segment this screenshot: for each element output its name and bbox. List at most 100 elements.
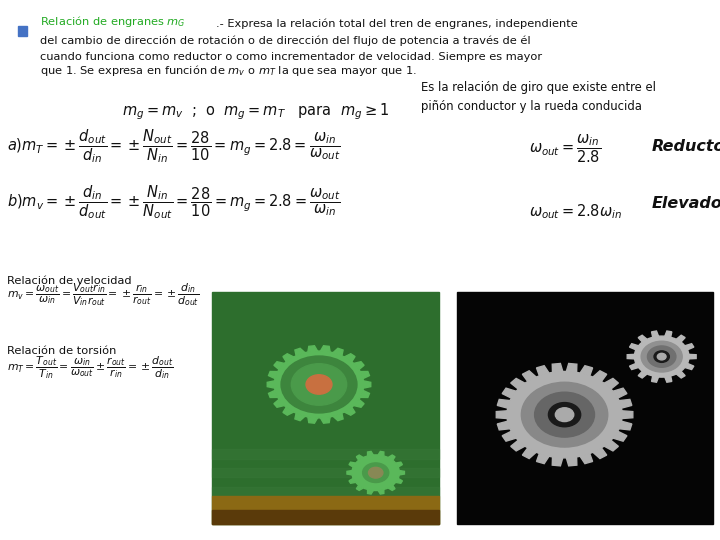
Polygon shape — [523, 448, 536, 458]
Polygon shape — [638, 335, 647, 342]
Text: que 1. Se expresa en función de $m_v$ o $m_T$ la que sea mayor que 1.: que 1. Se expresa en función de $m_v$ o … — [40, 63, 416, 78]
Bar — [457, 292, 713, 524]
Text: $b)m_v = \pm\dfrac{d_{in}}{d_{out}} = \pm\dfrac{N_{in}}{N_{out}} = \dfrac{28}{10: $b)m_v = \pm\dfrac{d_{in}}{d_{out}} = \p… — [7, 184, 341, 221]
Text: $\omega_{out} = \dfrac{\omega_{in}}{2.8}$: $\omega_{out} = \dfrac{\omega_{in}}{2.8}… — [529, 132, 601, 165]
Polygon shape — [344, 407, 355, 415]
Polygon shape — [536, 366, 549, 376]
Polygon shape — [333, 413, 343, 421]
Text: $m_v = \dfrac{\omega_{out}}{\omega_{in}} = \dfrac{V_{out}r_{in}}{V_{in}r_{out}} : $m_v = \dfrac{\omega_{out}}{\omega_{in}}… — [7, 281, 199, 308]
Polygon shape — [354, 400, 364, 407]
Circle shape — [634, 336, 689, 377]
Polygon shape — [619, 400, 632, 408]
Polygon shape — [274, 362, 284, 369]
Polygon shape — [567, 457, 577, 466]
Text: Es la relación de giro que existe entre el
piñón conductor y la rueda conducida: Es la relación de giro que existe entre … — [421, 82, 656, 113]
Polygon shape — [356, 485, 364, 490]
Polygon shape — [364, 381, 371, 388]
Polygon shape — [344, 354, 355, 362]
Circle shape — [363, 463, 389, 483]
Polygon shape — [400, 470, 405, 475]
Polygon shape — [498, 400, 510, 408]
Circle shape — [642, 341, 683, 372]
Polygon shape — [593, 371, 607, 381]
Text: Relación de engranes $m_G$: Relación de engranes $m_G$ — [40, 14, 185, 29]
Polygon shape — [396, 462, 402, 467]
Text: $\omega_{out} = 2.8\omega_{in}$: $\omega_{out} = 2.8\omega_{in}$ — [529, 202, 622, 221]
Circle shape — [281, 356, 357, 413]
Polygon shape — [593, 448, 607, 458]
Polygon shape — [349, 478, 356, 483]
Text: cuando funciona como reductor o como incrementador de velocidad. Siempre es mayo: cuando funciona como reductor o como inc… — [40, 52, 541, 62]
Polygon shape — [283, 354, 294, 362]
Polygon shape — [360, 390, 369, 397]
Circle shape — [292, 364, 346, 405]
Polygon shape — [308, 346, 318, 352]
Polygon shape — [685, 343, 694, 350]
Polygon shape — [320, 417, 330, 423]
Circle shape — [555, 408, 574, 422]
Polygon shape — [604, 440, 618, 451]
Text: Reductor: Reductor — [652, 139, 720, 154]
Polygon shape — [269, 372, 278, 379]
Polygon shape — [536, 454, 549, 464]
Polygon shape — [622, 411, 633, 418]
Circle shape — [521, 382, 608, 447]
Polygon shape — [378, 451, 384, 456]
Polygon shape — [689, 354, 696, 359]
Polygon shape — [267, 381, 274, 388]
Bar — [212, 468, 439, 477]
Bar — [18, 26, 27, 36]
Polygon shape — [676, 335, 685, 342]
Polygon shape — [629, 363, 639, 369]
Circle shape — [294, 366, 343, 403]
Polygon shape — [354, 362, 364, 369]
Polygon shape — [498, 421, 510, 430]
Text: $m_T = \dfrac{T_{out}}{T_{in}} = \dfrac{\omega_{in}}{\omega_{out}} \pm\dfrac{r_{: $m_T = \dfrac{T_{out}}{T_{in}} = \dfrac{… — [7, 354, 174, 381]
Bar — [212, 449, 439, 459]
Polygon shape — [580, 454, 593, 464]
Polygon shape — [388, 455, 395, 460]
Polygon shape — [665, 376, 672, 382]
Polygon shape — [619, 421, 632, 430]
Polygon shape — [629, 343, 639, 350]
Polygon shape — [388, 485, 395, 490]
Circle shape — [352, 455, 400, 490]
Polygon shape — [295, 348, 305, 356]
Polygon shape — [496, 411, 507, 418]
Polygon shape — [580, 366, 593, 376]
Text: del cambio de dirección de rotación o de dirección del flujo de potencia a travé: del cambio de dirección de rotación o de… — [40, 36, 530, 46]
Polygon shape — [523, 371, 536, 381]
Text: .- Expresa la relación total del tren de engranes, independiente: .- Expresa la relación total del tren de… — [216, 18, 577, 29]
Polygon shape — [502, 388, 516, 398]
Polygon shape — [274, 400, 284, 407]
Polygon shape — [552, 363, 563, 373]
Circle shape — [306, 375, 332, 394]
Polygon shape — [604, 379, 618, 389]
Circle shape — [306, 375, 332, 394]
Circle shape — [654, 351, 670, 362]
Bar — [212, 510, 439, 524]
Polygon shape — [367, 489, 374, 494]
Circle shape — [657, 353, 666, 360]
Polygon shape — [396, 478, 402, 483]
Polygon shape — [510, 440, 525, 451]
Circle shape — [534, 392, 595, 437]
Polygon shape — [347, 470, 352, 475]
Polygon shape — [378, 489, 384, 494]
Circle shape — [369, 467, 383, 478]
Polygon shape — [308, 417, 318, 423]
Polygon shape — [349, 462, 356, 467]
Text: Elevador: Elevador — [652, 195, 720, 211]
Bar — [212, 292, 439, 524]
Polygon shape — [638, 371, 647, 378]
Polygon shape — [613, 431, 627, 441]
Polygon shape — [685, 363, 694, 369]
Circle shape — [507, 372, 622, 458]
Polygon shape — [676, 371, 685, 378]
Polygon shape — [295, 413, 305, 421]
Polygon shape — [567, 363, 577, 373]
Bar — [212, 487, 439, 496]
Text: $m_g = m_v$  ;  o  $m_g = m_T$   para  $m_g \geq 1$: $m_g = m_v$ ; o $m_g = m_T$ para $m_g \g… — [122, 101, 390, 122]
Polygon shape — [665, 331, 672, 338]
Polygon shape — [510, 379, 525, 389]
